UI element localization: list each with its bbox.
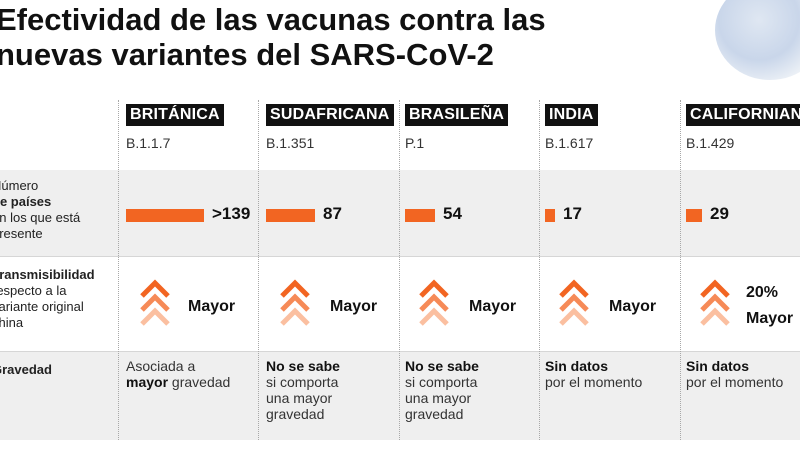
countries-count: 29 (710, 204, 729, 223)
severity-line: mayor gravedad (126, 374, 276, 390)
title-line-1: Efectividad de las vacunas contra las (0, 2, 546, 37)
countries-bar (126, 209, 204, 222)
increase-chevrons-icon (140, 279, 170, 326)
countries-bar (266, 209, 315, 222)
row-label-severity: Gravedad (0, 362, 110, 378)
variant-code: B.1.617 (545, 135, 594, 151)
increase-chevrons-icon (280, 279, 310, 326)
severity-strong: Sin datos (545, 358, 609, 374)
severity-line: una mayor (266, 390, 333, 406)
transmissibility-label: Mayor (746, 310, 794, 327)
page-title: Efectividad de las vacunas contra las nu… (0, 2, 696, 72)
severity-line: si comporta (405, 374, 478, 390)
row-label-trans-bold: Transmisibilidad (0, 267, 95, 282)
increase-chevrons-icon (559, 279, 589, 326)
variant-name: SUDAFRICANA (266, 104, 394, 126)
severity-text: Asociada a mayor gravedad (126, 358, 276, 390)
countries-count: 54 (443, 204, 462, 223)
variant-name: BRASILEÑA (405, 104, 509, 126)
severity-row-band (0, 352, 800, 440)
column-divider (258, 100, 259, 440)
title-line-2: nuevas variantes del SARS-CoV-2 (0, 37, 494, 72)
corner-decoration (715, 0, 800, 80)
severity-strong: mayor (126, 374, 169, 390)
increase-chevrons-icon (700, 279, 730, 326)
row-label-countries-post: en los que está presente (0, 210, 81, 241)
row-label-countries-pre: Número (0, 178, 39, 193)
row-divider (0, 256, 800, 257)
row-label-trans-post: respecto a la variante original china (0, 283, 84, 330)
column-divider (118, 100, 119, 440)
transmissibility-percent: 20% (746, 284, 779, 301)
severity-strong: Sin datos (686, 358, 750, 374)
severity-rest: gravedad (171, 374, 231, 390)
variant-column-india: INDIA B.1.617 17 Mayor Sin datos por el … (545, 100, 685, 440)
transmissibility-label: Mayor (469, 298, 517, 315)
variant-code: B.1.1.7 (126, 135, 171, 151)
increase-chevrons-icon (419, 279, 449, 326)
variant-name: INDIA (545, 104, 598, 126)
severity-line: por el momento (686, 374, 784, 390)
transmissibility-label: Mayor (330, 298, 378, 315)
column-divider (680, 100, 681, 440)
countries-bar (545, 209, 555, 222)
transmissibility-label: Mayor (188, 298, 236, 315)
variant-name: CALIFORNIANA (686, 104, 800, 126)
variant-column-sudafricana: SUDAFRICANA B.1.351 87 Mayor No se sabe … (266, 100, 406, 440)
countries-count: >139 (212, 204, 251, 223)
row-label-countries-bold: de países (0, 194, 52, 209)
transmissibility-label: Mayor (609, 298, 657, 315)
severity-line: gravedad (266, 406, 325, 422)
column-divider (539, 100, 540, 440)
variant-column-brasilena: BRASILEÑA P.1 54 Mayor No se sabe si com… (405, 100, 545, 440)
variant-code: B.1.429 (686, 135, 735, 151)
variant-column-britanica: BRITÁNICA B.1.1.7 >139 Mayor Asociada a … (126, 100, 266, 440)
severity-text: Sin datos por el momento (545, 358, 695, 390)
severity-strong: No se sabe (266, 358, 340, 374)
severity-line: si comporta (266, 374, 339, 390)
variant-column-californiana: CALIFORNIANA B.1.429 29 20% Mayor Sin da… (686, 100, 800, 440)
severity-line: gravedad (405, 406, 464, 422)
row-divider (0, 351, 800, 352)
row-label-countries: Número de países en los que está present… (0, 178, 110, 242)
countries-count: 17 (563, 204, 582, 223)
severity-text: Sin datos por el momento (686, 358, 800, 390)
variant-code: B.1.351 (266, 135, 315, 151)
row-label-severity-bold: Gravedad (0, 362, 52, 377)
severity-line: por el momento (545, 374, 643, 390)
severity-line: una mayor (405, 390, 472, 406)
severity-strong: No se sabe (405, 358, 479, 374)
countries-count: 87 (323, 204, 342, 223)
variant-name: BRITÁNICA (126, 104, 224, 126)
severity-text: No se sabe si comporta una mayor graveda… (405, 358, 555, 422)
countries-bar (686, 209, 702, 222)
severity-text: No se sabe si comporta una mayor graveda… (266, 358, 416, 422)
row-label-transmissibility: Transmisibilidad respecto a la variante … (0, 267, 110, 331)
variant-code: P.1 (405, 135, 425, 151)
severity-line: Asociada a (126, 358, 196, 374)
column-divider (399, 100, 400, 440)
countries-bar (405, 209, 435, 222)
